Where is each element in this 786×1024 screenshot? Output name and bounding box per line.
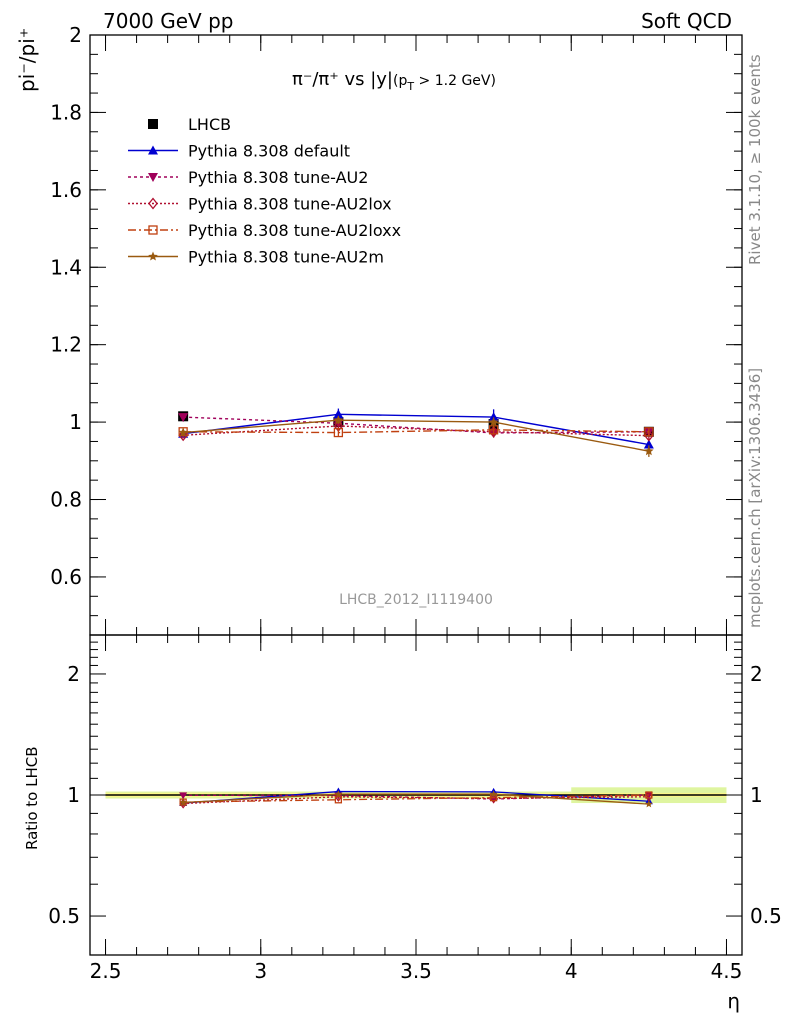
series-pythia-8-308-tune-au2loxx-ratio-point xyxy=(334,796,343,804)
series-pythia-8-308-tune-au2lox-line xyxy=(183,425,649,437)
analysis-watermark: LHCB_2012_I1119400 xyxy=(339,592,493,608)
series-pythia-8-308-tune-au2m-line xyxy=(183,419,649,452)
series-pythia-8-308-tune-au2loxx-point xyxy=(644,427,654,437)
series-pythia-8-308-tune-au2m-ratio-line xyxy=(183,793,649,805)
ratio-y-tick-label: 1 xyxy=(67,783,80,807)
series-pythia-8-308-default-point xyxy=(333,409,344,419)
ratio-y-tick-label-right: 0.5 xyxy=(750,904,782,928)
series-layer xyxy=(178,408,654,809)
series-pythia-8-308-tune-au2m xyxy=(178,415,654,808)
legend-pythia-8-308-default-label: Pythia 8.308 default xyxy=(188,142,350,161)
legend-lhcb-marker xyxy=(148,119,158,129)
series-pythia-8-308-tune-au2lox-point xyxy=(178,429,188,442)
series-pythia-8-308-tune-au2loxx xyxy=(178,425,654,806)
y-tick-label: 2 xyxy=(69,23,82,47)
ratio-y-tick-label: 0.5 xyxy=(48,904,80,928)
legend-pythia-8-308-tune-au2lox: Pythia 8.308 tune-AU2lox xyxy=(128,195,392,214)
mcplots-reference-label: mcplots.cern.ch [arXiv:1306.3436] xyxy=(746,368,764,628)
y-tick-label: 0.8 xyxy=(50,488,82,512)
y-tick-label: 0.6 xyxy=(50,565,82,589)
y-tick-label: 1.2 xyxy=(50,333,82,357)
series-pythia-8-308-tune-au2m-point xyxy=(644,446,654,456)
series-pythia-8-308-tune-au2lox-point xyxy=(644,429,654,442)
header-left-label: 7000 GeV pp xyxy=(103,9,234,33)
legend-pythia-8-308-tune-au2m: Pythia 8.308 tune-AU2m xyxy=(128,248,384,267)
series-pythia-8-308-tune-au2m-point xyxy=(178,427,188,437)
series-pythia-8-308-tune-au2m-ratio-point xyxy=(645,800,653,808)
series-pythia-8-308-tune-au2lox-ratio-line xyxy=(183,796,649,805)
y-tick-label: 1 xyxy=(69,410,82,434)
legend-lhcb-label: LHCB xyxy=(188,115,231,134)
legend-pythia-8-308-tune-au2lox-marker xyxy=(148,197,158,210)
legend-pythia-8-308-default: Pythia 8.308 default xyxy=(128,142,350,161)
plot-title: π⁻/π⁺ vs |y|(pT > 1.2 GeV) xyxy=(292,69,496,93)
main-y-axis-label: pi⁻/pi⁺ xyxy=(15,28,39,92)
series-pythia-8-308-tune-au2 xyxy=(178,413,654,804)
legend-pythia-8-308-default-marker xyxy=(148,145,158,155)
y-tick-label: 1.6 xyxy=(50,178,82,202)
series-pythia-8-308-tune-au2-ratio-point xyxy=(179,792,188,800)
legend-lhcb: LHCB xyxy=(148,115,231,134)
series-pythia-8-308-tune-au2lox xyxy=(178,419,654,809)
legend-pythia-8-308-tune-au2loxx-label: Pythia 8.308 tune-AU2loxx xyxy=(188,221,401,240)
plot-title-sub: (p xyxy=(393,73,407,89)
y-tick-label: 1.8 xyxy=(50,100,82,124)
legend-pythia-8-308-tune-au2m-marker xyxy=(148,251,158,261)
legend-pythia-8-308-tune-au2: Pythia 8.308 tune-AU2 xyxy=(128,168,368,187)
rivet-version-label: Rivet 3.1.10, ≥ 100k events xyxy=(746,54,764,265)
series-pythia-8-308-tune-au2m-point xyxy=(333,415,344,425)
axes-layer: 2.5 3 3.5 4 4.5 0.6 0.8 1 1.2 1.4 1.6 1.8 2 0.5 0.5 1 1 2… xyxy=(48,23,782,983)
legend-pythia-8-308-tune-au2loxx: Pythia 8.308 tune-AU2loxx xyxy=(128,221,401,240)
series-pythia-8-308-tune-au2m-ratio-point xyxy=(489,790,498,798)
series-pythia-8-308-tune-au2lox-ratio-point xyxy=(334,791,343,802)
plot-title-sub-index: T xyxy=(406,80,414,93)
series-pythia-8-308-default-point xyxy=(643,439,654,449)
series-pythia-8-308-tune-au2loxx-point xyxy=(333,427,344,438)
series-pythia-8-308-tune-au2m-point xyxy=(488,417,499,427)
legend: LHCB Pythia 8.308 default Pythia 8.308 tun… xyxy=(128,115,401,267)
series-pythia-8-308-tune-au2m-ratio-point xyxy=(334,790,343,798)
series-pythia-8-308-tune-au2loxx-line xyxy=(183,429,649,434)
ratio-y-tick-label-right: 1 xyxy=(750,783,763,807)
legend-pythia-8-308-tune-au2loxx-marker xyxy=(148,225,158,235)
x-tick-label: 2.5 xyxy=(90,959,122,983)
legend-pythia-8-308-tune-au2-marker xyxy=(148,173,158,182)
series-pythia-8-308-default-point xyxy=(488,412,499,422)
x-tick-label: 4 xyxy=(565,959,578,983)
ratio-y-tick-label: 2 xyxy=(67,662,80,686)
ratio-y-axis-label: Ratio to LHCB xyxy=(23,746,41,850)
x-tick-label: 3.5 xyxy=(400,959,432,983)
series-pythia-8-308-tune-au2loxx-ratio-point xyxy=(645,791,653,799)
y-tick-label: 1.4 xyxy=(50,255,82,279)
plot-title-sub-tail: > 1.2 GeV) xyxy=(414,73,496,89)
x-tick-label: 4.5 xyxy=(711,959,743,983)
x-axis-label: η xyxy=(727,989,740,1013)
legend-pythia-8-308-tune-au2lox-label: Pythia 8.308 tune-AU2lox xyxy=(188,195,392,214)
plot-title-main: π⁻/π⁺ vs |y| xyxy=(292,69,393,90)
series-pythia-8-308-tune-au2-point xyxy=(178,413,189,423)
x-tick-label: 3 xyxy=(254,959,267,983)
header-right-label: Soft QCD xyxy=(641,9,732,33)
series-pythia-8-308-tune-au2loxx-ratio-line xyxy=(183,794,649,803)
series-pythia-8-308-tune-au2m-ratio-point xyxy=(179,798,187,806)
legend-pythia-8-308-tune-au2m-label: Pythia 8.308 tune-AU2m xyxy=(188,248,384,267)
ratio-y-tick-label-right: 2 xyxy=(750,662,763,686)
legend-pythia-8-308-tune-au2-label: Pythia 8.308 tune-AU2 xyxy=(188,168,368,187)
